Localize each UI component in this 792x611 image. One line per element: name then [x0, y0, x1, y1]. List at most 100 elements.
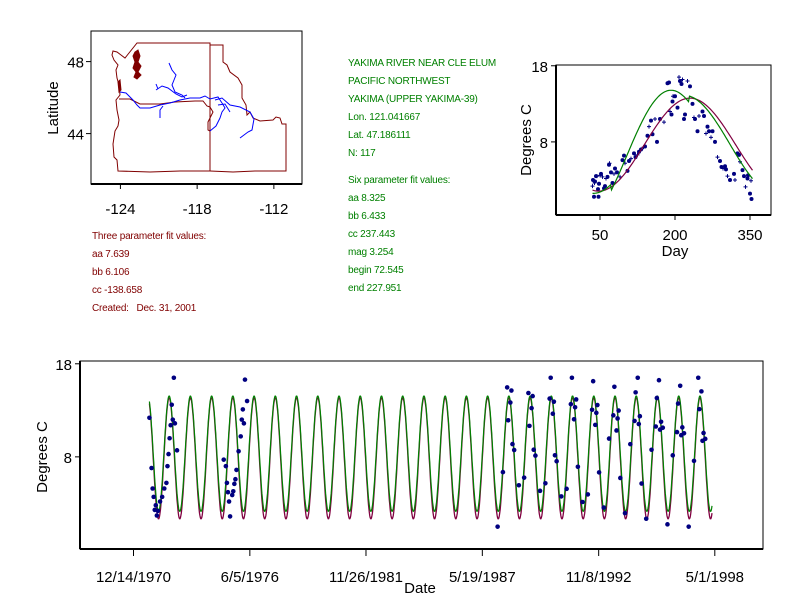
- timeseries-x-tick-label: 6/5/1976: [221, 569, 279, 586]
- observation-point: [628, 441, 633, 447]
- data-point: [599, 171, 603, 176]
- observation-point: [680, 425, 685, 430]
- map-x-tick-label: -118: [183, 201, 212, 218]
- seasonal-frame: [555, 64, 772, 216]
- station-name: YAKIMA RIVER NEAR CLE ELUM: [348, 58, 496, 69]
- observation-point: [533, 453, 538, 458]
- six-param-mag: mag 3.254: [348, 247, 394, 258]
- observation-point: [596, 470, 602, 475]
- data-point: [593, 179, 597, 184]
- observation-point: [675, 401, 681, 406]
- data-point: [667, 80, 671, 85]
- observation-point: [614, 428, 619, 433]
- six-param-begin: begin 72.545: [348, 265, 404, 276]
- coast-inlet: [117, 78, 122, 94]
- observation-point: [670, 453, 676, 458]
- river: [155, 83, 159, 90]
- observation-point: [233, 476, 238, 482]
- observation-point: [242, 377, 248, 382]
- timeseries-marks: [147, 375, 713, 529]
- data-point: [669, 112, 674, 117]
- observation-point: [165, 463, 170, 469]
- observation-point: [699, 389, 704, 394]
- observation-point: [516, 482, 522, 488]
- observation-point: [500, 469, 506, 475]
- observation-point: [571, 416, 577, 422]
- three-param-bb: bb 6.106: [92, 267, 130, 278]
- data-point: [627, 158, 631, 163]
- six-param-bb: bb 6.433: [348, 211, 386, 222]
- six-param-fit-line: [592, 89, 753, 194]
- observation-point: [665, 522, 670, 527]
- observation-point: [643, 516, 649, 522]
- observation-point: [590, 378, 596, 384]
- data-point: [610, 181, 615, 186]
- timeseries-x-tick-label: 5/1/1998: [686, 569, 744, 586]
- observation-point: [573, 397, 579, 402]
- data-point: [749, 197, 754, 202]
- data-point: [590, 184, 595, 189]
- observation-point: [660, 425, 666, 430]
- observation-point: [595, 402, 600, 408]
- data-point: [655, 139, 659, 144]
- data-point: [677, 75, 681, 80]
- timeseries-frame: [79, 360, 764, 550]
- observation-point: [606, 436, 612, 441]
- data-point: [607, 161, 612, 166]
- timeseries-x-tick-label: 5/19/1987: [449, 569, 516, 586]
- observation-point: [537, 488, 543, 494]
- seasonal-x-tick-label: 50: [592, 227, 609, 244]
- observation-point: [167, 435, 172, 441]
- observation-point: [511, 447, 517, 453]
- observation-point: [169, 402, 175, 408]
- observation-point: [151, 494, 156, 500]
- data-point: [678, 78, 682, 83]
- six-parameter-panel: Six parameter fit values: aa 8.325 bb 6.…: [348, 172, 450, 298]
- observation-point: [239, 417, 245, 422]
- data-point: [609, 170, 613, 175]
- observation-point: [611, 413, 616, 418]
- data-point: [710, 129, 715, 134]
- observation-point: [547, 396, 552, 401]
- observation-point: [674, 429, 680, 435]
- timeseries-x-axis-label: Date: [404, 580, 436, 597]
- data-point: [743, 184, 748, 189]
- data-point: [688, 84, 692, 89]
- observation-point: [223, 463, 229, 469]
- data-point: [653, 117, 657, 122]
- observation-point: [564, 486, 569, 492]
- observation-point: [580, 499, 585, 505]
- observation-point: [531, 447, 537, 452]
- seasonal-plot: 50 200 350 8 18 Day Degrees C: [518, 59, 772, 260]
- created-date: Created: Dec. 31, 2001: [92, 303, 197, 314]
- data-point: [709, 135, 713, 140]
- latitude: Lat. 47.186111: [348, 130, 411, 141]
- observation-point: [170, 417, 176, 422]
- longitude: Lon. 121.041667: [348, 112, 421, 123]
- data-point: [603, 184, 607, 189]
- observation-point: [244, 398, 250, 404]
- three-param-cc: cc -138.658: [92, 285, 143, 296]
- data-point: [668, 109, 672, 114]
- observation-point: [594, 410, 599, 416]
- observation-point: [635, 375, 641, 381]
- observation-point: [686, 524, 691, 529]
- map-plot: -124 -118 -112 48 44 Latitude: [45, 30, 303, 218]
- data-point: [685, 78, 690, 83]
- observation-point: [551, 399, 557, 404]
- observation-point: [171, 375, 177, 381]
- map-frame: [90, 30, 303, 185]
- observation-point: [174, 448, 180, 453]
- data-point: [620, 158, 625, 163]
- data-point: [600, 174, 605, 179]
- map-x-tick-label: -112: [259, 201, 288, 218]
- observation-point: [241, 421, 247, 426]
- observation-point: [589, 407, 595, 413]
- data-point: [690, 101, 695, 106]
- river: [155, 85, 188, 98]
- observation-point: [632, 418, 637, 424]
- data-point: [649, 118, 653, 123]
- observation-point: [569, 375, 575, 381]
- timeseries-y-axis-label: Degrees C: [34, 421, 51, 493]
- observation-point: [504, 385, 510, 390]
